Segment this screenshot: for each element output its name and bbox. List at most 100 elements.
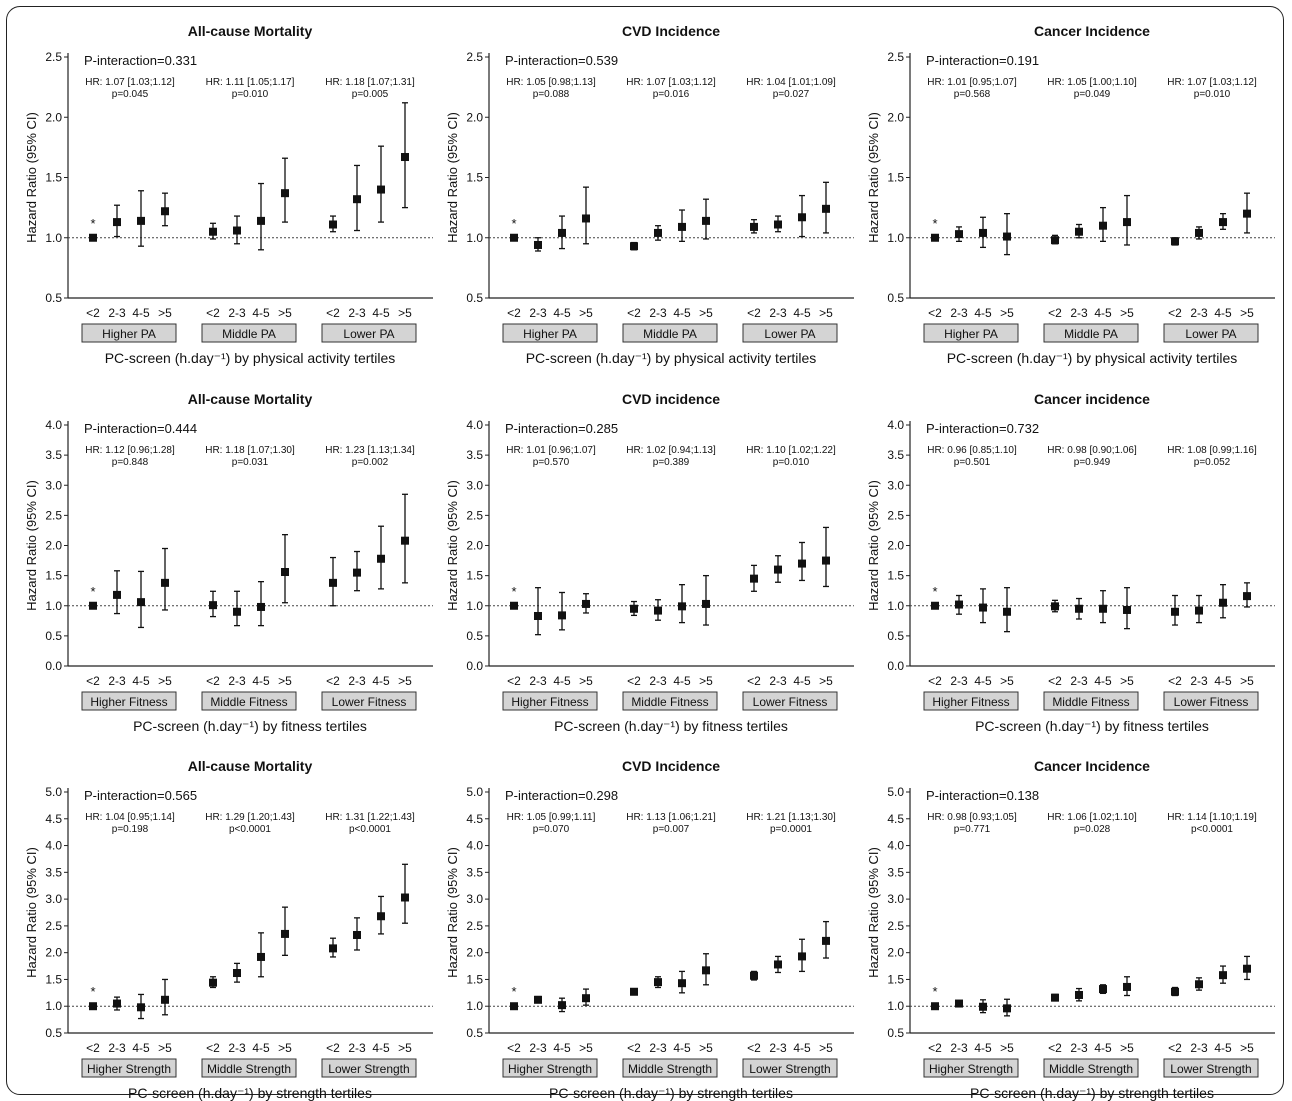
x-tick-label: >5 [1000,674,1014,688]
y-tick-label: 3.5 [887,865,904,879]
y-tick-label: 3.0 [887,478,904,492]
y-tick-label: 3.0 [466,478,483,492]
x-tick-label: 2-3 [950,306,968,320]
panel-title: Cancer Incidence [1034,23,1150,39]
data-point [822,204,830,213]
x-tick-label: 2-3 [1070,306,1088,320]
data-point [558,1001,566,1010]
x-axis-label: PC-screen (h.day⁻¹) by strength tertiles [549,1085,793,1101]
x-tick-label: 2-3 [1070,674,1088,688]
data-point [1171,237,1179,246]
x-tick-label: 2-3 [950,674,968,688]
group-label: Middle Fitness [1052,695,1129,709]
x-tick-label: >5 [699,306,713,320]
panel-title: CVD Incidence [622,758,720,774]
data-point [630,604,638,613]
p-value-label: p<0.0001 [349,824,391,835]
x-tick-label: 4-5 [252,1041,270,1055]
group-label-box [1163,691,1259,711]
y-tick-label: 1.0 [466,231,483,245]
p-interaction-label: P-interaction=0.444 [84,421,197,436]
data-point [654,228,662,237]
x-tick-label: 4-5 [793,674,811,688]
group-label-box [742,691,838,711]
data-point [1243,964,1251,973]
group-label: Lower Strength [1170,1062,1251,1076]
data-point [233,607,241,616]
x-tick-label: <2 [507,306,521,320]
data-point [1099,604,1107,613]
hr-label: HR: 1.04 [0.95;1.14] [85,812,175,823]
y-tick-label: 2.0 [466,110,483,124]
p-interaction-label: P-interaction=0.732 [926,421,1039,436]
x-tick-label: 4-5 [974,306,992,320]
hr-label: HR: 1.07 [1.03;1.12] [626,77,716,88]
y-tick-label: 4.0 [45,418,62,432]
data-point [774,960,782,969]
data-point [1243,209,1251,218]
data-point [89,1002,97,1011]
p-value-label: p=0.198 [112,824,149,835]
panel-title: CVD incidence [622,391,720,407]
x-tick-label: >5 [819,306,833,320]
x-tick-label: 4-5 [793,1041,811,1055]
data-point [209,601,217,610]
y-tick-label: 4.0 [466,839,483,853]
data-point [161,578,169,587]
p-value-label: p=0.010 [773,457,810,468]
y-axis-label: Hazard Ratio (95% CI) [866,112,881,243]
y-tick-label: 1.5 [466,171,483,185]
x-tick-label: 2-3 [1190,674,1208,688]
hr-label: HR: 1.12 [0.96;1.28] [85,445,175,456]
p-value-label: p=0.007 [653,824,690,835]
x-tick-label: >5 [1240,306,1254,320]
y-tick-label: 0.5 [466,291,483,305]
group-label-box [321,1058,417,1078]
x-tick-label: >5 [579,306,593,320]
x-tick-label: 2-3 [1070,1041,1088,1055]
x-tick-label: 2-3 [108,1041,126,1055]
p-value-label: p<0.0001 [229,824,271,835]
x-tick-label: 4-5 [1214,1041,1232,1055]
y-tick-label: 2.5 [45,50,62,64]
hr-label: HR: 1.18 [1.07;1.30] [205,445,295,456]
x-tick-label: <2 [747,674,761,688]
x-tick-label: 2-3 [649,1041,667,1055]
reference-asterisk: * [90,584,95,599]
x-tick-label: <2 [507,674,521,688]
x-tick-label: >5 [1000,306,1014,320]
y-tick-label: 0.5 [45,291,62,305]
group-label-box [622,323,718,343]
data-point [630,242,638,251]
x-tick-label: <2 [206,306,220,320]
hr-label: HR: 1.07 [1.03;1.12] [1167,77,1257,88]
group-label-box [502,691,598,711]
y-tick-label: 1.0 [466,599,483,613]
panel-title: All-cause Mortality [188,391,313,407]
x-tick-label: <2 [928,1041,942,1055]
data-point [822,936,830,945]
data-point [329,944,337,953]
x-tick-label: 2-3 [348,306,366,320]
x-tick-label: <2 [1168,306,1182,320]
y-tick-label: 3.0 [887,892,904,906]
panel-title: Cancer Incidence [1034,758,1150,774]
data-point [1195,228,1203,237]
x-tick-label: <2 [86,674,100,688]
x-tick-label: 4-5 [1214,306,1232,320]
reference-asterisk: * [90,216,95,231]
data-point [1099,221,1107,230]
x-tick-label: 2-3 [228,674,246,688]
group-label: Lower Strength [749,1062,830,1076]
data-point [558,611,566,620]
y-tick-label: 1.5 [887,171,904,185]
x-tick-label: 4-5 [673,674,691,688]
data-point [1219,598,1227,607]
group-label-box [201,691,297,711]
data-point [1123,218,1131,227]
p-interaction-label: P-interaction=0.331 [84,53,197,68]
x-tick-label: <2 [1048,306,1062,320]
x-tick-label: <2 [747,1041,761,1055]
hr-label: HR: 1.02 [0.94;1.13] [626,445,716,456]
group-label-box [502,1058,598,1078]
